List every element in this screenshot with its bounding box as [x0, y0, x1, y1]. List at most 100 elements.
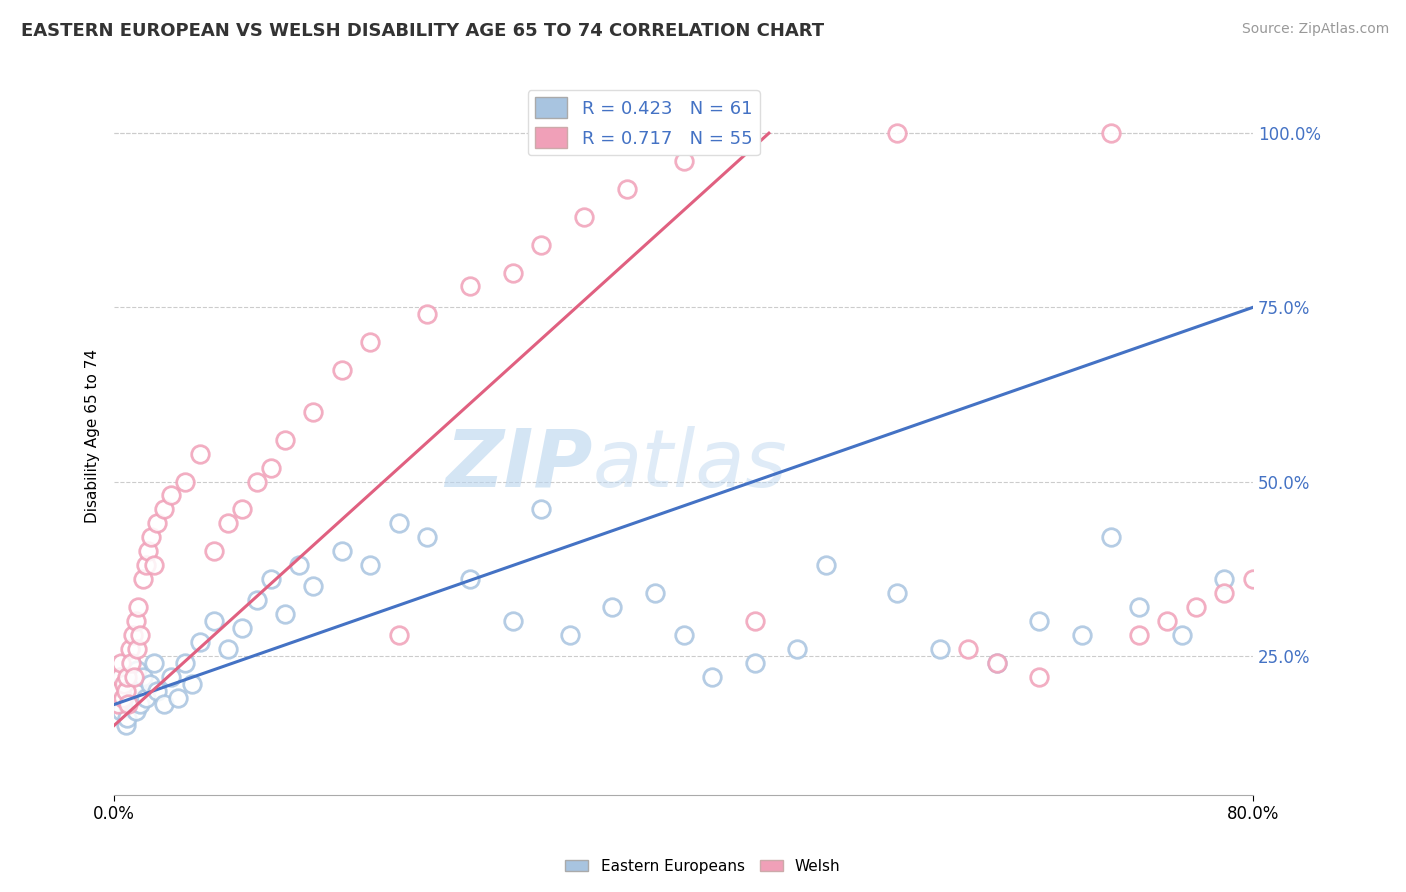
Legend: Eastern Europeans, Welsh: Eastern Europeans, Welsh — [560, 853, 846, 880]
Point — [128, 628, 150, 642]
Point — [986, 656, 1008, 670]
Text: ZIP: ZIP — [446, 426, 592, 504]
Point — [141, 530, 163, 544]
Point — [131, 670, 153, 684]
Point — [174, 475, 197, 489]
Point — [672, 154, 695, 169]
Point — [114, 718, 136, 732]
Point — [388, 516, 411, 531]
Point — [108, 670, 131, 684]
Point — [330, 544, 353, 558]
Point — [217, 516, 239, 531]
Point — [1128, 599, 1150, 614]
Point — [107, 698, 129, 712]
Point — [153, 698, 176, 712]
Point — [558, 628, 581, 642]
Point — [231, 502, 253, 516]
Point — [231, 621, 253, 635]
Point — [120, 656, 142, 670]
Point — [672, 628, 695, 642]
Point — [131, 572, 153, 586]
Y-axis label: Disability Age 65 to 74: Disability Age 65 to 74 — [86, 350, 100, 524]
Point — [530, 502, 553, 516]
Text: EASTERN EUROPEAN VS WELSH DISABILITY AGE 65 TO 74 CORRELATION CHART: EASTERN EUROPEAN VS WELSH DISABILITY AGE… — [21, 22, 824, 40]
Point — [1071, 628, 1094, 642]
Point — [458, 572, 481, 586]
Point — [744, 614, 766, 628]
Point — [217, 641, 239, 656]
Point — [616, 182, 638, 196]
Point — [644, 586, 666, 600]
Point — [118, 641, 141, 656]
Point — [458, 279, 481, 293]
Point — [1241, 572, 1264, 586]
Point — [117, 683, 139, 698]
Point — [124, 705, 146, 719]
Point — [115, 670, 138, 684]
Point — [146, 683, 169, 698]
Text: atlas: atlas — [592, 426, 787, 504]
Point — [115, 698, 138, 712]
Point — [143, 656, 166, 670]
Point — [1213, 586, 1236, 600]
Point — [160, 670, 183, 684]
Point — [1028, 614, 1050, 628]
Point — [1156, 614, 1178, 628]
Point — [814, 558, 837, 573]
Point — [125, 663, 148, 677]
Point — [288, 558, 311, 573]
Point — [1099, 126, 1122, 140]
Point — [302, 405, 325, 419]
Point — [124, 614, 146, 628]
Point — [143, 558, 166, 573]
Point — [502, 614, 524, 628]
Point — [302, 579, 325, 593]
Point — [530, 237, 553, 252]
Point — [886, 126, 908, 140]
Point — [330, 363, 353, 377]
Point — [1170, 628, 1192, 642]
Point — [160, 488, 183, 502]
Point — [111, 690, 134, 705]
Point — [122, 676, 145, 690]
Point — [122, 670, 145, 684]
Point — [359, 335, 381, 350]
Point — [134, 558, 156, 573]
Point — [167, 690, 190, 705]
Point — [139, 676, 162, 690]
Point — [245, 593, 267, 607]
Point — [105, 683, 128, 698]
Point — [602, 599, 624, 614]
Point — [1099, 530, 1122, 544]
Point — [110, 670, 132, 684]
Point — [274, 607, 297, 621]
Point — [174, 656, 197, 670]
Point — [786, 641, 808, 656]
Point — [572, 210, 595, 224]
Point — [1185, 599, 1208, 614]
Point — [110, 705, 132, 719]
Point — [1028, 670, 1050, 684]
Point — [111, 690, 134, 705]
Point — [260, 572, 283, 586]
Point — [107, 683, 129, 698]
Point — [416, 307, 439, 321]
Point — [112, 676, 135, 690]
Point — [245, 475, 267, 489]
Point — [115, 711, 138, 725]
Point — [416, 530, 439, 544]
Legend: R = 0.423   N = 61, R = 0.717   N = 55: R = 0.423 N = 61, R = 0.717 N = 55 — [527, 90, 759, 155]
Point — [202, 614, 225, 628]
Point — [146, 516, 169, 531]
Point — [125, 641, 148, 656]
Point — [181, 676, 204, 690]
Point — [700, 670, 723, 684]
Point — [986, 656, 1008, 670]
Point — [114, 683, 136, 698]
Point — [138, 544, 160, 558]
Point — [388, 628, 411, 642]
Point — [202, 544, 225, 558]
Point — [274, 433, 297, 447]
Point — [260, 460, 283, 475]
Point — [117, 698, 139, 712]
